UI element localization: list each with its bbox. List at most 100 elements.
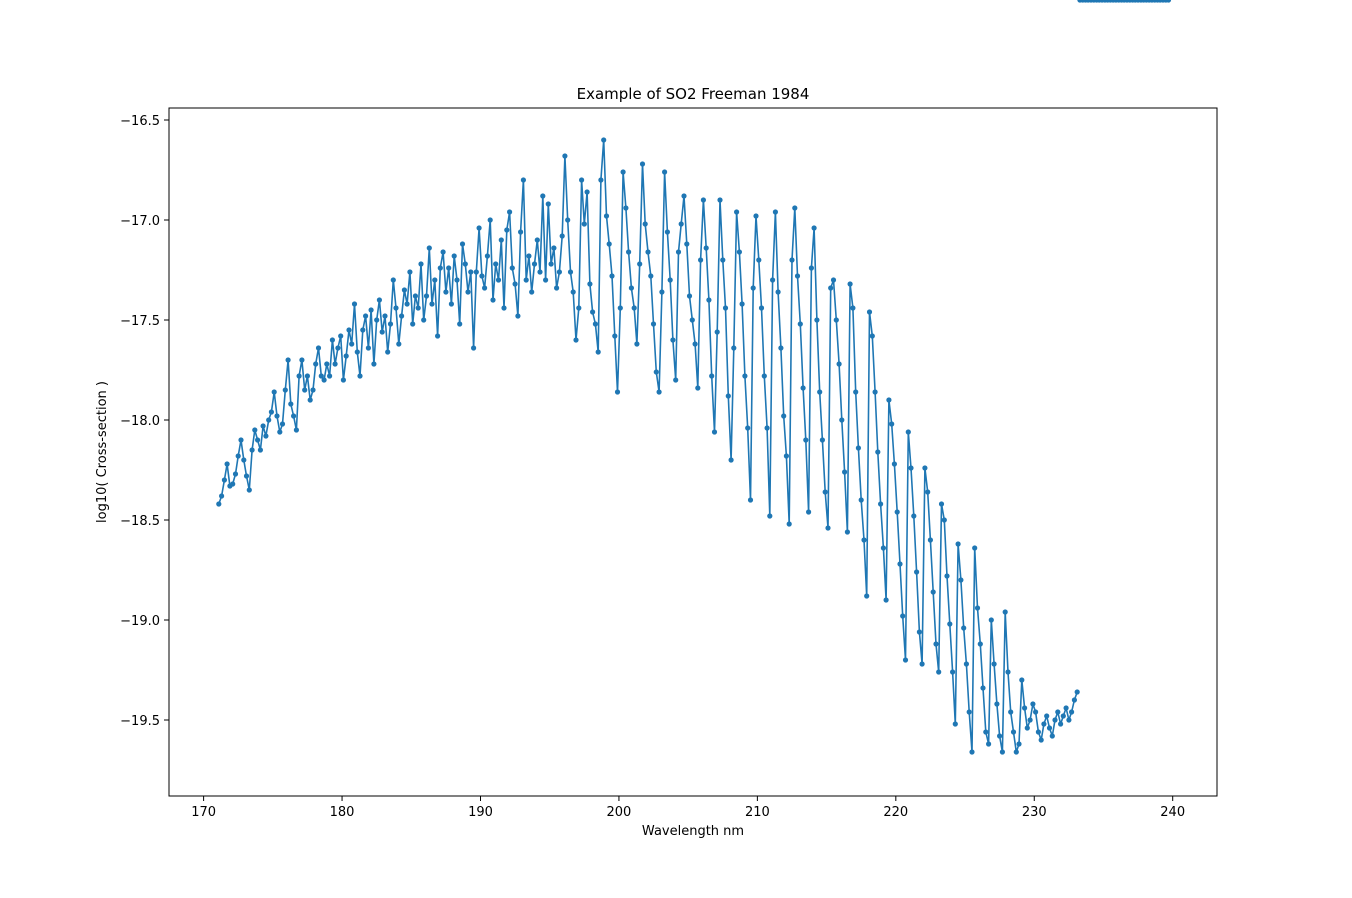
data-point xyxy=(980,685,986,691)
data-point xyxy=(617,305,623,311)
data-point xyxy=(1066,717,1072,723)
data-point xyxy=(789,257,795,263)
data-point xyxy=(1027,717,1033,723)
data-point xyxy=(562,153,568,159)
data-point xyxy=(722,305,729,311)
data-point xyxy=(548,261,554,267)
data-point xyxy=(390,277,396,283)
data-point xyxy=(495,277,502,283)
data-point xyxy=(279,421,286,427)
data-point xyxy=(576,305,582,311)
data-point xyxy=(911,513,917,519)
data-point xyxy=(374,317,380,323)
data-point xyxy=(1044,713,1050,719)
data-point xyxy=(891,461,898,467)
data-point xyxy=(758,305,765,311)
data-point xyxy=(997,733,1003,739)
data-point xyxy=(232,471,239,477)
data-point xyxy=(385,349,391,355)
data-point xyxy=(357,373,363,379)
data-point xyxy=(819,437,826,443)
data-point xyxy=(1022,705,1028,711)
data-point xyxy=(1008,709,1014,715)
data-point xyxy=(767,513,773,519)
data-point xyxy=(382,313,388,319)
data-point xyxy=(360,327,366,333)
data-point xyxy=(1165,0,1172,3)
data-point xyxy=(581,221,587,227)
data-point xyxy=(866,309,873,315)
data-point xyxy=(393,305,399,311)
data-point xyxy=(243,473,250,479)
data-series xyxy=(216,0,1172,755)
data-point xyxy=(310,387,316,393)
data-point xyxy=(614,389,621,395)
data-point xyxy=(1010,729,1017,735)
data-point xyxy=(421,317,427,323)
data-point xyxy=(855,445,862,451)
data-point xyxy=(974,605,981,611)
data-point xyxy=(260,423,266,429)
data-point xyxy=(775,289,781,295)
data-point xyxy=(1074,689,1080,695)
data-point xyxy=(764,425,770,431)
data-point xyxy=(830,277,837,283)
axes-frame xyxy=(168,107,1218,797)
data-point xyxy=(656,389,662,395)
data-point xyxy=(493,261,499,267)
y-tick-label: −19.5 xyxy=(120,714,160,729)
data-point xyxy=(1030,701,1036,707)
y-axis-label: log10( Cross-section ) xyxy=(95,381,110,523)
data-point xyxy=(304,373,310,379)
data-point xyxy=(592,321,599,327)
data-point xyxy=(606,241,612,247)
data-point xyxy=(637,261,643,267)
data-point xyxy=(714,329,720,335)
data-point xyxy=(471,345,477,351)
data-point xyxy=(376,297,382,303)
data-point xyxy=(878,501,884,507)
data-point xyxy=(808,265,815,271)
data-point xyxy=(1005,669,1011,675)
data-point xyxy=(274,413,280,419)
data-point xyxy=(673,377,679,383)
data-point xyxy=(698,257,704,263)
data-point xyxy=(257,447,263,453)
data-point xyxy=(1019,677,1025,683)
data-point xyxy=(329,337,335,343)
data-point xyxy=(603,213,610,219)
data-point xyxy=(368,307,374,313)
data-point xyxy=(554,285,560,291)
data-point xyxy=(1069,709,1075,715)
data-point xyxy=(991,661,997,667)
data-point xyxy=(969,749,975,755)
data-point xyxy=(742,373,748,379)
x-axis-ticks: 170 180 190 200 210 220 230 240 xyxy=(191,796,1185,820)
data-point xyxy=(371,361,377,367)
data-point xyxy=(399,313,405,319)
data-point xyxy=(933,641,939,647)
data-point xyxy=(515,313,521,319)
data-point xyxy=(886,397,892,403)
data-point xyxy=(794,273,801,279)
data-point xyxy=(551,245,557,251)
data-point xyxy=(828,285,834,291)
data-point xyxy=(728,457,734,463)
data-point xyxy=(598,177,604,183)
data-point xyxy=(230,481,236,487)
data-point xyxy=(745,425,751,431)
data-point xyxy=(772,209,779,215)
data-point xyxy=(501,305,507,311)
data-point xyxy=(465,289,471,295)
x-tick-label: 220 xyxy=(883,805,908,820)
data-point xyxy=(255,437,261,443)
data-point xyxy=(454,277,460,283)
data-point xyxy=(706,297,712,303)
data-point xyxy=(839,417,845,423)
data-point xyxy=(720,257,726,263)
data-point xyxy=(850,305,856,311)
data-point xyxy=(800,385,806,391)
data-point xyxy=(1063,705,1069,711)
data-point xyxy=(365,345,371,351)
